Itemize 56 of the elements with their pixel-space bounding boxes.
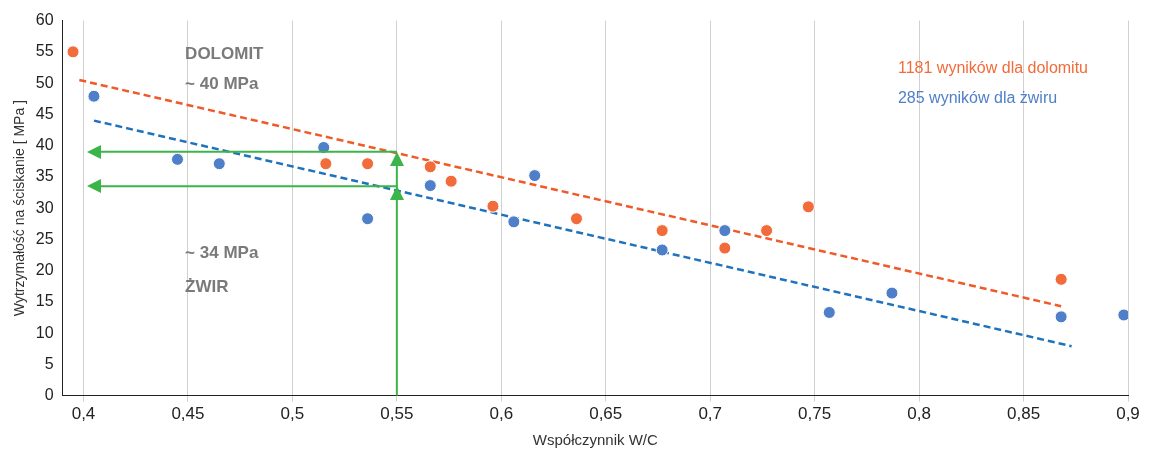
annotation: ŻWIR xyxy=(185,276,229,296)
point xyxy=(718,241,732,255)
point xyxy=(170,152,184,166)
point xyxy=(655,243,669,257)
x-axis-title: Współczynnik W/C xyxy=(532,431,658,449)
point xyxy=(444,174,458,188)
y-axis-title: Wytrzymałość na ściskanie [ MPa ] xyxy=(11,100,28,317)
x-tick-label: 0,75 xyxy=(798,404,832,424)
y-tick-label: 10 xyxy=(35,323,54,341)
text: 1181 wyników dla dolomitu xyxy=(897,59,1088,77)
point xyxy=(507,215,521,229)
y-tick-label: 55 xyxy=(35,42,54,60)
point xyxy=(87,89,101,103)
point xyxy=(486,199,500,213)
x-tick-label: 0,5 xyxy=(280,404,305,424)
point xyxy=(801,200,815,214)
x-tick-label: 0,85 xyxy=(1007,404,1041,424)
point xyxy=(718,224,732,238)
y-tick-label: 40 xyxy=(35,136,54,154)
point xyxy=(66,45,80,59)
point xyxy=(528,169,542,183)
text: 285 wyników dla żwiru xyxy=(897,89,1058,107)
point xyxy=(423,179,437,193)
x-tick-label: 0,6 xyxy=(489,404,514,424)
point xyxy=(361,212,375,226)
point xyxy=(885,286,899,300)
x-tick-label: 0,4 xyxy=(71,404,96,424)
point xyxy=(319,157,333,171)
x-tick-label: 0,65 xyxy=(589,404,623,424)
y-tick-label: 45 xyxy=(35,104,54,122)
x-tick-label: 0,55 xyxy=(380,404,414,424)
point xyxy=(822,305,836,319)
y-tick-label: 30 xyxy=(35,198,54,216)
y-tick-label: 0 xyxy=(44,386,54,404)
y-tick-label: 25 xyxy=(35,229,54,247)
x-tick-label: 0,9 xyxy=(1116,404,1140,424)
point xyxy=(570,212,583,226)
annotation: ~ 34 MPa xyxy=(185,242,259,262)
y-tick-label: 5 xyxy=(44,354,54,372)
y-tick-label: 60 xyxy=(35,11,54,29)
y-tick-label: 15 xyxy=(35,292,54,310)
point xyxy=(760,224,774,238)
x-tick-label: 0,45 xyxy=(171,404,205,424)
x-tick-label: 0,7 xyxy=(698,404,723,424)
point xyxy=(1054,272,1068,286)
point xyxy=(1054,310,1068,324)
y-tick-label: 20 xyxy=(35,261,54,279)
y-tick-label: 50 xyxy=(35,73,54,91)
annotation: ~ 40 MPa xyxy=(185,74,259,94)
x-tick-label: 0,8 xyxy=(907,404,931,424)
point xyxy=(212,157,226,171)
point xyxy=(655,224,669,238)
y-tick-label: 35 xyxy=(35,167,54,185)
point xyxy=(361,157,375,171)
point xyxy=(423,160,437,174)
annotation: DOLOMIT xyxy=(185,44,265,64)
